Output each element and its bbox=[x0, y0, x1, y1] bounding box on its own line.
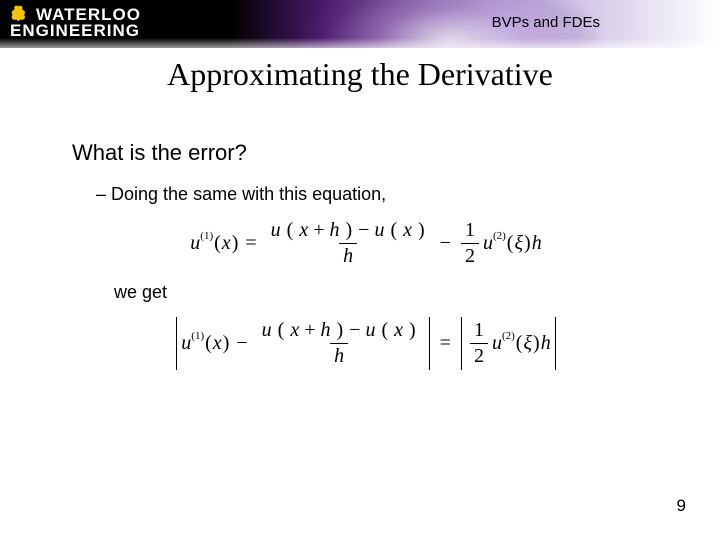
equation-1: u (1) ( x ) = u ( x + h ) − u ( bbox=[72, 219, 660, 268]
eq-sign: = bbox=[245, 232, 256, 255]
slide-body: What is the error? – Doing the same with… bbox=[72, 140, 660, 384]
slide-title: Approximating the Derivative bbox=[0, 56, 720, 93]
abs-bar-r1 bbox=[429, 317, 430, 370]
equation-2: u (1) ( x ) − u ( x + h bbox=[72, 317, 660, 370]
lp: ( bbox=[213, 232, 222, 255]
abs-left: u (1) ( x ) − u ( x + h bbox=[172, 317, 433, 370]
abs-right: 1 2 u (2) ( ξ ) h bbox=[457, 317, 560, 370]
eq-sign-2: = bbox=[440, 332, 451, 355]
abs-bar-l1 bbox=[176, 317, 177, 370]
sym-x: x bbox=[222, 232, 231, 255]
rp: ) bbox=[231, 232, 240, 255]
question-text: What is the error? bbox=[72, 140, 660, 166]
fraction-half-1: 1 2 bbox=[461, 219, 479, 268]
sym-u: u bbox=[190, 232, 200, 255]
fraction-diffquot: u ( x + h ) − u ( x ) h bbox=[267, 219, 430, 268]
logo-text-bottom: ENGINEERING bbox=[10, 22, 141, 39]
waterloo-logo: WATERLOO ENGINEERING bbox=[10, 4, 141, 39]
header-banner: WATERLOO ENGINEERING bbox=[0, 0, 720, 48]
we-get-text: we get bbox=[114, 282, 660, 303]
sup-1: (1) bbox=[200, 230, 213, 242]
fraction-diffquot-2: u ( x + h ) − u ( x ) bbox=[258, 319, 421, 368]
minus-1: − bbox=[440, 232, 451, 255]
sym-xi: ξ bbox=[514, 232, 523, 255]
abs-bar-r2 bbox=[555, 317, 556, 370]
page-number: 9 bbox=[677, 496, 686, 516]
logo-text-top: WATERLOO bbox=[36, 6, 141, 23]
topic-header: BVPs and FDEs bbox=[492, 14, 600, 31]
fraction-half-2: 1 2 bbox=[470, 319, 488, 368]
abs-bar-l2 bbox=[461, 317, 462, 370]
bullet-text: – Doing the same with this equation, bbox=[96, 184, 660, 205]
